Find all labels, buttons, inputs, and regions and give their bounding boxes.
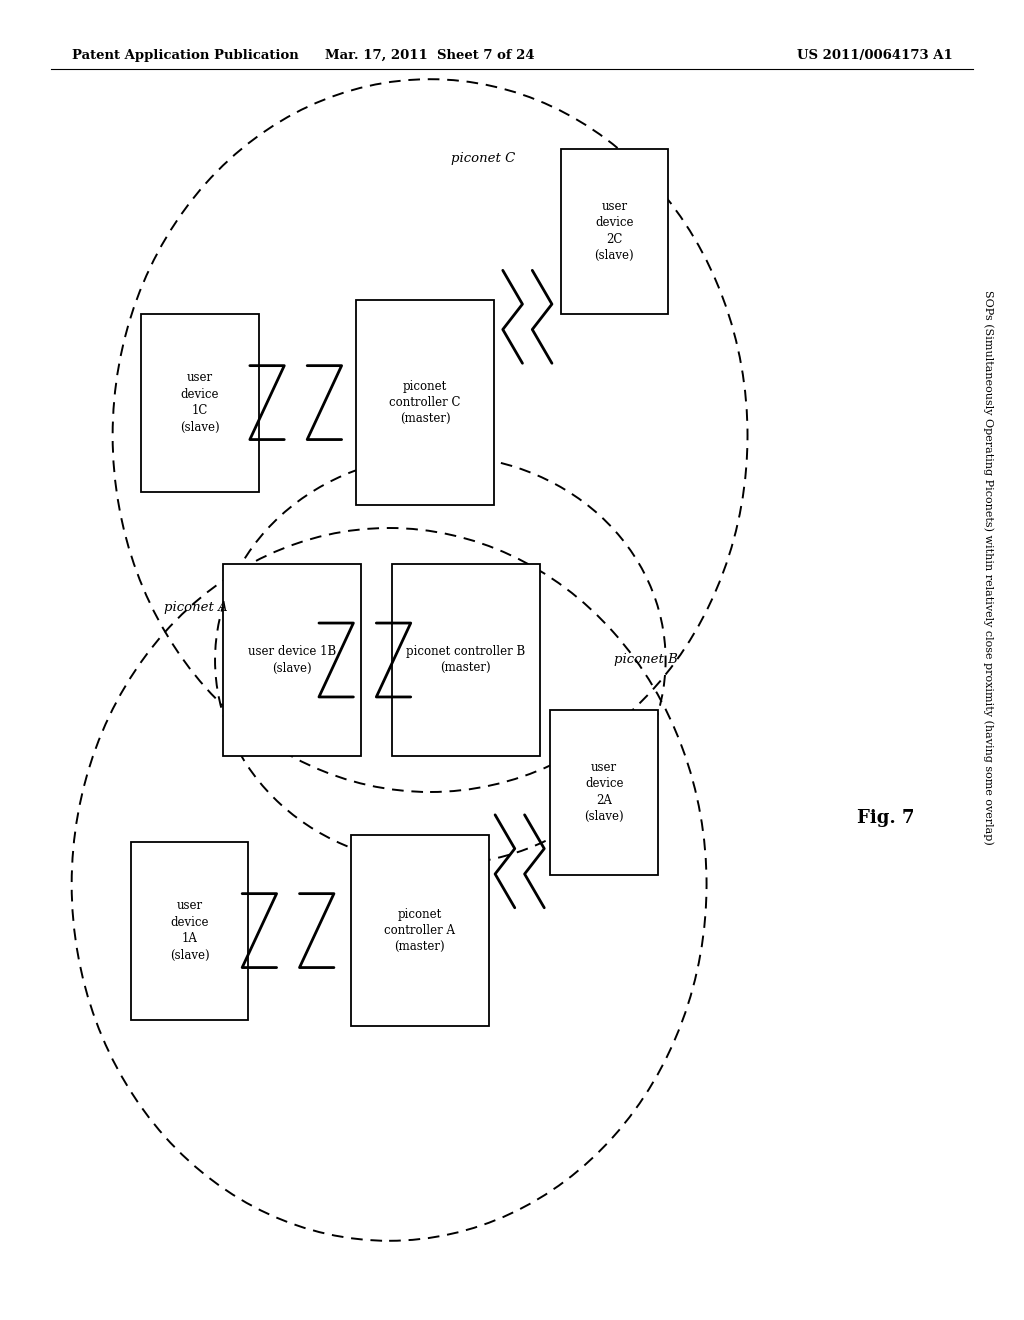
FancyBboxPatch shape [141,314,258,492]
Text: user
device
1C
(slave): user device 1C (slave) [180,371,219,434]
FancyBboxPatch shape [391,565,541,755]
Text: US 2011/0064173 A1: US 2011/0064173 A1 [797,49,952,62]
Text: Patent Application Publication: Patent Application Publication [72,49,298,62]
FancyBboxPatch shape [356,301,494,506]
Text: user
device
2C
(slave): user device 2C (slave) [595,199,634,263]
FancyBboxPatch shape [222,565,360,755]
FancyBboxPatch shape [561,149,668,314]
Text: user
device
1A
(slave): user device 1A (slave) [170,899,209,962]
FancyBboxPatch shape [350,836,489,1027]
FancyBboxPatch shape [551,710,657,874]
Text: piconet
controller A
(master): piconet controller A (master) [384,908,456,953]
Text: user device 1B
(slave): user device 1B (slave) [248,645,336,675]
Text: piconet A: piconet A [164,601,227,614]
Text: piconet B: piconet B [614,653,678,667]
Text: user
device
2A
(slave): user device 2A (slave) [585,760,624,824]
Text: Mar. 17, 2011  Sheet 7 of 24: Mar. 17, 2011 Sheet 7 of 24 [326,49,535,62]
Text: piconet C: piconet C [451,152,515,165]
Text: piconet controller B
(master): piconet controller B (master) [407,645,525,675]
Text: SOPs (Simultaneously Operating Piconets) within relatively close proximity (havi: SOPs (Simultaneously Operating Piconets)… [983,290,993,845]
Text: Fig. 7: Fig. 7 [857,809,914,828]
FancyBboxPatch shape [131,842,248,1020]
Text: piconet
controller C
(master): piconet controller C (master) [389,380,461,425]
